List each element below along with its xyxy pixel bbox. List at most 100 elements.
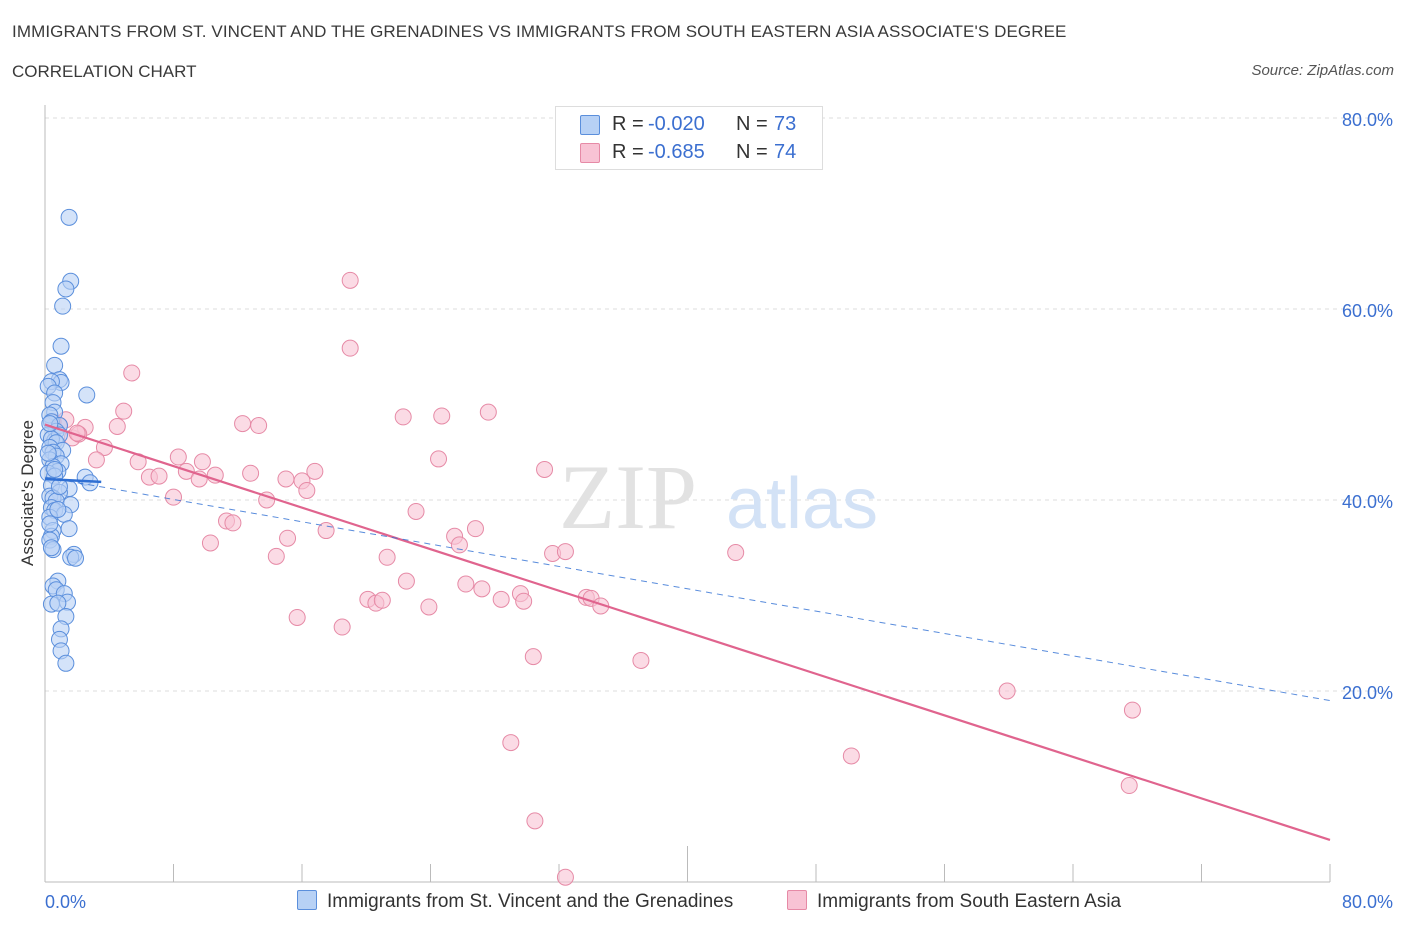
legend-swatch-blue [580,115,600,135]
trend-line-blue [44,477,102,484]
legend-label-blue: Immigrants from St. Vincent and the Gren… [327,891,734,912]
legend-r-value: -0.020 [648,113,705,135]
tick-labels: 20.0% 40.0% 60.0% 80.0% 0.0% 80.0% [45,110,1393,912]
data-point-pink [457,575,475,593]
data-point-pink [87,451,105,469]
data-point-blue [52,337,70,355]
data-point-blue [54,297,72,315]
data-point-pink [165,488,182,506]
series-blue-points [39,208,99,672]
data-point-pink [450,536,468,554]
data-point-pink [515,592,533,610]
data-point-pink [306,462,324,480]
data-point-blue [42,539,60,557]
data-point-pink [250,417,268,435]
legend-n-value: 74 [774,141,797,163]
data-point-pink [279,529,297,547]
legend-item-pink: Immigrants from South Eastern Asia [787,890,1121,913]
gridlines [45,117,1390,692]
data-point-blue [57,654,75,672]
data-point-pink [341,271,359,289]
legend-swatch-pink [580,143,600,163]
data-point-pink [727,544,745,562]
data-point-pink [466,520,484,538]
data-point-pink [842,747,860,765]
data-point-blue [78,386,96,404]
data-point-blue [46,356,64,374]
data-point-pink [378,548,396,566]
y-tick-label: 80.0% [1342,110,1393,130]
legend-n-label: N = [736,113,768,135]
data-point-pink [1120,777,1138,795]
source-label: Source: ZipAtlas.com [1251,62,1394,79]
legend-swatch-pink [787,890,807,910]
data-point-blue [46,460,64,478]
trend-line-blue-dashed [44,476,1331,702]
watermark-atlas: atlas [726,464,878,544]
data-point-pink [123,364,141,382]
data-point-blue [60,520,78,538]
watermark-zip: ZIP [559,446,697,548]
legend-label-pink: Immigrants from South Eastern Asia [817,891,1122,912]
data-point-blue [49,594,67,612]
data-point-pink [433,407,451,425]
x-tick-label: 80.0% [1342,892,1393,912]
data-point-blue [60,208,78,226]
data-point-pink [394,408,412,426]
data-point-pink [502,734,520,752]
legend-r-label: R = [612,113,644,135]
data-point-pink [479,403,497,421]
y-axis-label: Associate's Degree [18,420,37,566]
data-point-pink [524,648,542,666]
data-point-pink [397,572,415,590]
data-point-pink [492,590,510,608]
data-point-blue [67,549,85,567]
y-tick-label: 60.0% [1342,301,1393,321]
legend-r-value: -0.685 [648,141,705,163]
data-point-pink [556,543,574,561]
data-point-pink [632,651,650,669]
data-point-blue [41,515,59,533]
data-point-pink [224,514,242,532]
data-point-pink [1123,701,1141,719]
data-point-pink [201,534,219,552]
trend-lines [44,423,1331,842]
data-point-blue [49,501,67,519]
data-point-pink [298,481,316,499]
data-point-pink [373,591,391,609]
data-point-pink [150,467,168,485]
data-point-pink [407,502,425,520]
data-point-pink [341,339,359,357]
data-point-blue [41,415,59,433]
data-point-pink [430,450,448,468]
data-point-pink [277,470,295,488]
data-point-pink [536,460,554,478]
legend-r-label: R = [612,141,644,163]
chart-subtitle: CORRELATION CHART [12,62,197,81]
data-point-pink [234,415,252,433]
data-point-pink [115,402,133,420]
chart-title: IMMIGRANTS FROM ST. VINCENT AND THE GREN… [12,22,1067,41]
data-point-blue [57,280,75,298]
data-point-blue [39,444,57,462]
data-point-pink [288,608,306,626]
legend-swatch-blue [297,890,317,910]
trend-line-pink [44,423,1331,842]
x-tick-label: 0.0% [45,892,86,912]
data-point-pink [267,547,285,565]
data-point-pink [556,868,574,886]
legend-n-value: 73 [774,113,797,135]
data-point-pink [169,448,187,466]
data-point-pink [420,598,438,616]
data-point-pink [242,464,260,482]
data-point-pink [526,812,544,830]
data-point-pink [473,580,491,598]
series-pink-points [44,271,1141,886]
correlation-legend: R = -0.020 N = 73 R = -0.685 N = 74 [555,106,823,170]
legend-n-label: N = [736,141,768,163]
legend-item-blue: Immigrants from St. Vincent and the Gren… [297,890,733,913]
y-tick-label: 20.0% [1342,683,1393,703]
data-point-pink [193,453,211,471]
y-tick-label: 40.0% [1342,492,1393,512]
